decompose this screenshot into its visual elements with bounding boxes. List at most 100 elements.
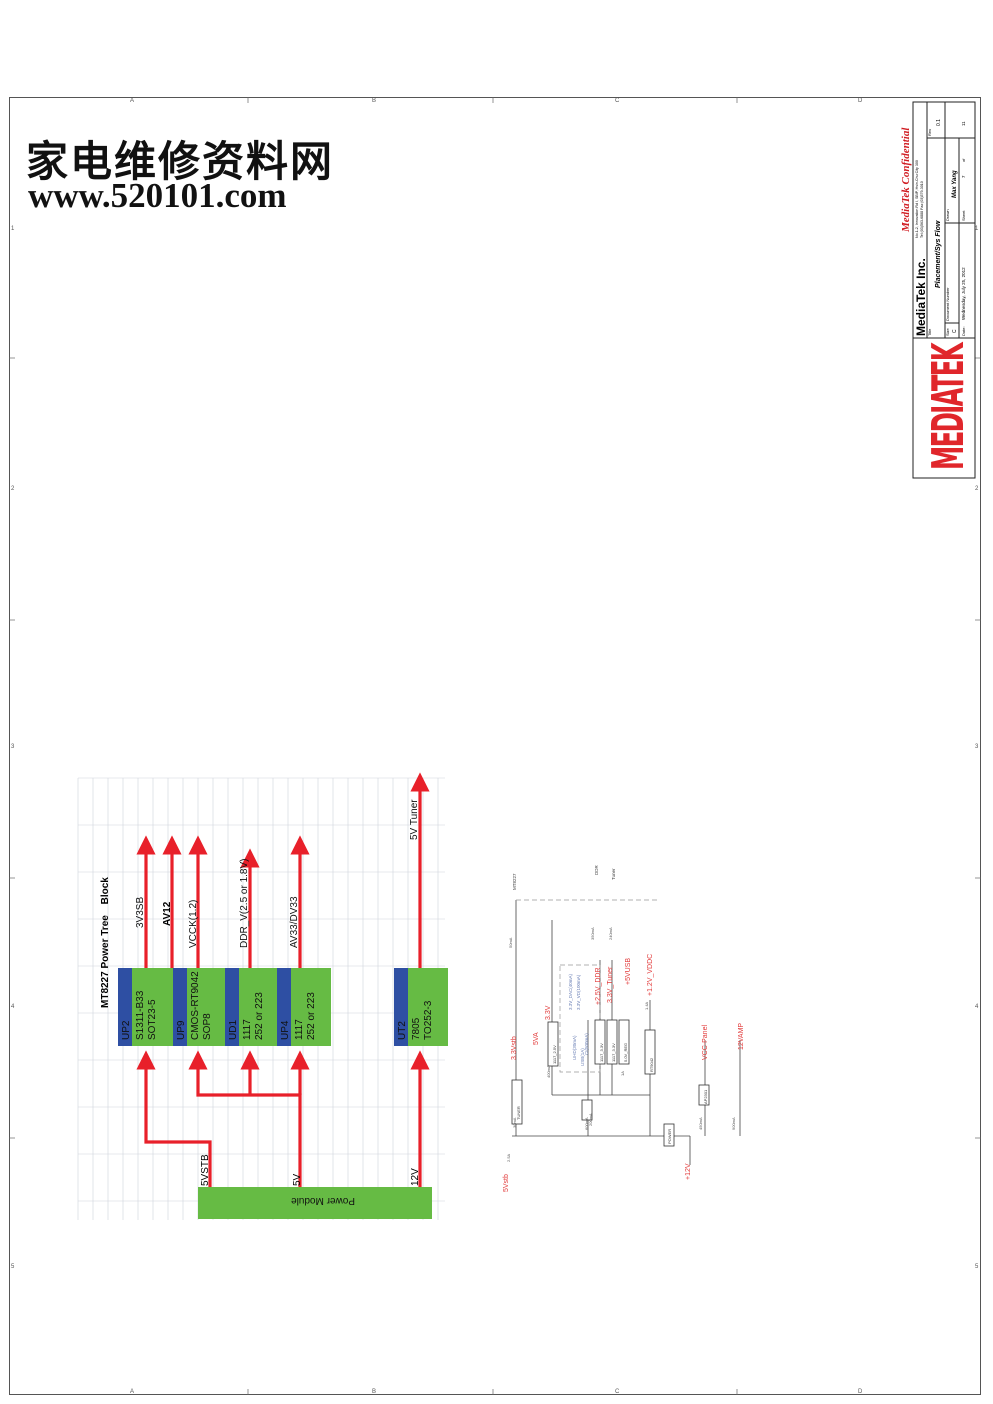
flow-block-label: 1117_2.5V <box>552 1045 557 1064</box>
load-label: DDR <box>594 865 599 875</box>
regulator-body-block <box>187 968 227 1046</box>
current-label: 50mA <box>508 937 513 948</box>
rev-label: Rev <box>927 129 932 136</box>
regulator-id: UP4 <box>280 1020 291 1040</box>
current-label: 350mA <box>590 927 595 940</box>
drawing-frame <box>9 97 981 1395</box>
company-tel: Tel:(03)563-6888 Fax:(03)579-3010 <box>920 181 924 238</box>
flow-block-box <box>663 1123 675 1147</box>
regulator-body-block <box>132 968 174 1046</box>
regulator-id-block <box>173 968 187 1046</box>
regulator-package: SOT23-5 <box>147 999 158 1040</box>
size-value: C <box>952 329 958 333</box>
flow-block-label: 5.0V_REG <box>623 1043 628 1062</box>
flow-block-label: 1117_3.3V <box>611 1043 616 1062</box>
flow-block-label: AP2301 <box>703 1089 708 1104</box>
regulator-id: UD1 <box>228 1020 239 1040</box>
rail-label: +5VUSB <box>625 958 632 985</box>
regulator-output-label: 3V3SB <box>135 897 146 928</box>
company-address: No.1-2, Innovation Rd I, SBIP, Hsin-Chu … <box>915 160 919 238</box>
rail-label: VCC-Panel <box>702 1025 709 1060</box>
regulator-output-label: VCCK(1.2) <box>188 900 199 948</box>
confidential-mark: MediaTek Confidential <box>900 127 912 233</box>
load-annotation: UHD(30mA) <box>572 1035 577 1060</box>
document-number-label: Document Number <box>945 287 950 321</box>
sheet-total: 11 <box>961 121 966 126</box>
regulator-part: 7805 <box>411 1017 422 1040</box>
regulator-output-label: 5V Tuner <box>409 799 420 840</box>
flow-block-box <box>581 1099 593 1121</box>
regulator-package: TO252-3 <box>423 1000 434 1040</box>
watermark-chinese: 家电维修资料网 <box>26 137 335 186</box>
rev-value: 0.1 <box>936 119 942 126</box>
flow-block-box <box>698 1084 710 1106</box>
regulator-id-block <box>394 968 408 1046</box>
rail-label: 5Vstb <box>503 1174 510 1192</box>
regulator-package: SOP8 <box>202 1013 213 1040</box>
regulator-id-block <box>118 968 132 1046</box>
input-5vstb: 5VSTB <box>200 1154 211 1186</box>
power-module-label: Power Module <box>291 1195 355 1206</box>
input-5v: 5V <box>292 1173 303 1186</box>
regulator-body-block <box>291 968 331 1046</box>
current-label: 2.5A <box>506 1153 511 1162</box>
regulator-body-block <box>239 968 279 1046</box>
current-label: 400mA <box>546 1065 551 1078</box>
sheet-value: 7 <box>961 175 966 178</box>
regulator-package: 252 or 223 <box>306 992 317 1040</box>
load-annotation: 3.3V_VD(100mA) <box>576 974 581 1010</box>
regulator-part: 1117 <box>242 1019 253 1040</box>
regulator-part: CMOS-RT9042 <box>190 971 201 1040</box>
current-label: 900mA <box>731 1117 736 1130</box>
load-label: Tuner <box>611 868 616 880</box>
drawn-value: Max Yang <box>952 170 958 198</box>
flow-block-box <box>606 1019 618 1065</box>
load-label: MT8227 <box>512 873 517 890</box>
load-annotation: USB(1A) <box>580 1048 585 1066</box>
regulator-id: UP2 <box>121 1020 132 1040</box>
current-label: 600mA <box>584 1117 589 1130</box>
regulator-id: UT2 <box>397 1021 408 1040</box>
rail-label: 3.3V_Tuner <box>607 966 614 1003</box>
flow-block-box <box>618 1019 630 1065</box>
regulator-id-block <box>277 968 291 1046</box>
rail-label: 5VA <box>533 1032 540 1045</box>
regulator-package: 252 or 223 <box>254 992 265 1040</box>
flow-block-label: POWER <box>667 1129 672 1144</box>
power-tree-title-suffix: Block <box>100 877 111 905</box>
title-value: Placement/Sys Flow <box>935 220 942 288</box>
sheet-label: Sheet <box>961 210 966 221</box>
rail-label: 3.3Vstb <box>511 1036 518 1060</box>
flow-block-box <box>511 1079 523 1125</box>
current-label: 30mA <box>512 1117 517 1128</box>
regulator-part: S1311-B33 <box>135 990 146 1040</box>
rail-label: 12VAMP <box>738 1023 745 1050</box>
mediatek-logo: MEDIATEK <box>923 341 974 470</box>
power-tree-title: MT8227 Power Tree Block <box>100 877 111 1008</box>
power-tree-title-main: MT8227 Power Tree <box>100 915 111 1008</box>
rail-label: 3.3V <box>545 1005 552 1020</box>
flow-block-label: TUNER <box>516 1106 521 1120</box>
current-label: 450mA <box>698 1117 703 1130</box>
load-boundary <box>559 964 601 1073</box>
regulator-output-label: DDR_V(2.5 or 1.8V) <box>239 859 250 948</box>
flow-block-label: 1117_3.3V <box>599 1043 604 1062</box>
date-label: Date: <box>961 326 966 336</box>
flow-block-box <box>644 1029 656 1075</box>
regulator-part: 1117 <box>294 1019 305 1040</box>
load-annotation: CI(500mA) <box>584 1033 589 1055</box>
date-value: Wednesday, July 25, 2012 <box>961 267 966 320</box>
rail-label: +2.5V_DDR <box>595 967 602 1005</box>
flow-block-label: RT9042 <box>649 1057 654 1072</box>
power-module-block <box>198 1187 432 1219</box>
regulator-id: UP9 <box>176 1020 187 1040</box>
title-label: Title <box>927 328 932 336</box>
rail-label: +12V <box>685 1163 692 1180</box>
regulator-id-block <box>225 968 239 1046</box>
flow-block-box <box>547 1021 559 1067</box>
current-label: 1.4A <box>644 1001 649 1010</box>
size-label: Size <box>945 327 950 336</box>
